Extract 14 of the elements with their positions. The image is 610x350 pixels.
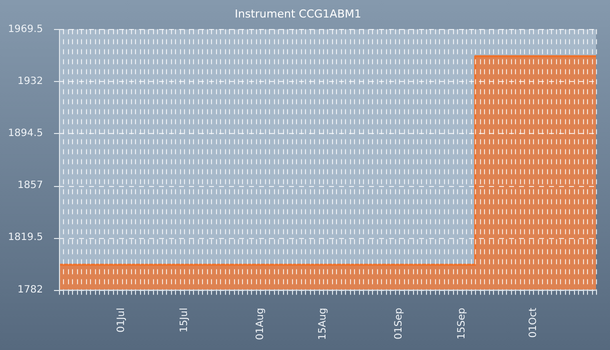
y-tick-label: 1782 bbox=[18, 284, 43, 296]
x-tick-label: 15Jul bbox=[178, 308, 190, 333]
chart-title: Instrument CCG1ABM1 bbox=[234, 7, 362, 20]
y-tick-label: 1857 bbox=[18, 180, 43, 192]
x-tick-label: 01Jul bbox=[116, 308, 128, 333]
x-tick-label: 01Aug bbox=[254, 308, 266, 340]
y-tick-label: 1969.5 bbox=[8, 24, 43, 35]
x-tick-label: 01Sep bbox=[394, 308, 405, 340]
x-tick-label: 15Sep bbox=[456, 308, 468, 340]
y-tick-label: 1819.5 bbox=[8, 232, 43, 244]
x-tick-label: 15Aug bbox=[318, 308, 329, 340]
y-tick-label: 1894.5 bbox=[8, 128, 43, 140]
x-tick-label: 01Oct bbox=[528, 308, 539, 338]
y-tick-label: 1932 bbox=[18, 76, 43, 87]
